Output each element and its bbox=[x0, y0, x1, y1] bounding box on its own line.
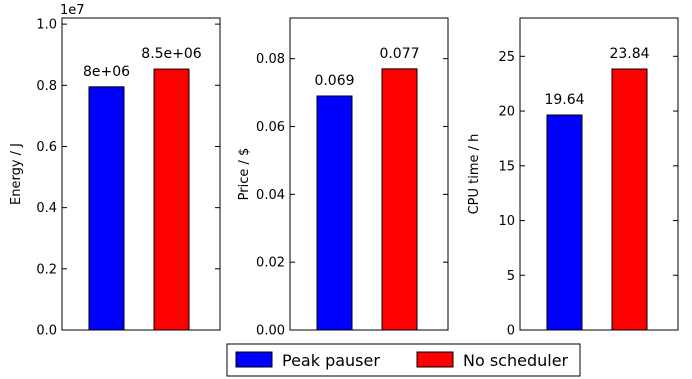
legend-label-peak-pauser: Peak pauser bbox=[282, 351, 380, 370]
bar-energy-no-scheduler bbox=[153, 68, 190, 331]
ytick-label-energy: 0.2 bbox=[36, 262, 57, 277]
bar-cpu-time-peak-pauser bbox=[546, 114, 583, 331]
y-axis-label-cpu-time: CPU time / h bbox=[467, 134, 482, 215]
y-axis-label-price: Price / $ bbox=[237, 148, 252, 201]
ytick-label-energy: 1.0 bbox=[36, 18, 57, 33]
bar-cpu-time-no-scheduler bbox=[611, 68, 648, 331]
plot-frame-cpu-time bbox=[519, 17, 679, 331]
plot-frame-price bbox=[289, 17, 449, 331]
ytick-label-energy: 0.0 bbox=[36, 324, 57, 339]
ytick-label-price: 0.08 bbox=[256, 52, 285, 67]
bar-energy-peak-pauser bbox=[88, 86, 125, 331]
ytick-label-energy: 0.4 bbox=[36, 201, 57, 216]
data-label-energy-peak-pauser: 8e+06 bbox=[83, 64, 130, 80]
ytick-label-energy: 0.8 bbox=[36, 79, 57, 94]
ytick-label-cpu-time: 5 bbox=[507, 269, 515, 284]
ytick-label-price: 0.04 bbox=[256, 188, 285, 203]
legend: Peak pauser No scheduler bbox=[226, 343, 581, 377]
data-label-price-peak-pauser: 0.069 bbox=[314, 73, 354, 89]
ytick-label-energy: 0.6 bbox=[36, 140, 57, 155]
legend-swatch-peak-pauser bbox=[235, 351, 273, 368]
charts-group: 8e+06 8.5e+06 0.0 0.2 0.4 0.6 0.8 1.0 Energy / J… bbox=[9, 3, 679, 339]
chart-price: 0.069 0.077 0.00 0.02 0.04 0.06 0.08 Price / $ bbox=[237, 17, 449, 339]
plot-frame-energy bbox=[61, 17, 221, 331]
ytick-label-cpu-time: 25 bbox=[498, 50, 515, 65]
bar-price-peak-pauser bbox=[316, 95, 353, 331]
chart-cpu-time: 19.64 23.84 0 5 10 15 20 25 CPU time / h bbox=[467, 17, 679, 339]
data-label-cpu-time-peak-pauser: 19.64 bbox=[544, 92, 584, 108]
ytick-label-cpu-time: 0 bbox=[507, 324, 515, 339]
data-label-price-no-scheduler: 0.077 bbox=[379, 46, 419, 62]
y-axis-label-energy: Energy / J bbox=[9, 143, 24, 205]
ytick-label-cpu-time: 10 bbox=[498, 214, 515, 229]
legend-swatch-no-scheduler bbox=[416, 351, 454, 368]
bar-price-no-scheduler bbox=[381, 68, 418, 331]
y-axis-multiplier-energy: 1e7 bbox=[60, 3, 85, 18]
ytick-label-price: 0.02 bbox=[256, 256, 285, 271]
data-label-cpu-time-no-scheduler: 23.84 bbox=[609, 46, 649, 62]
ytick-label-cpu-time: 20 bbox=[498, 105, 515, 120]
data-label-energy-no-scheduler: 8.5e+06 bbox=[141, 46, 202, 62]
ytick-label-price: 0.00 bbox=[256, 324, 285, 339]
ytick-label-price: 0.06 bbox=[256, 120, 285, 135]
legend-label-no-scheduler: No scheduler bbox=[463, 351, 569, 370]
ytick-label-cpu-time: 15 bbox=[498, 159, 515, 174]
chart-energy: 8e+06 8.5e+06 0.0 0.2 0.4 0.6 0.8 1.0 Energy / J… bbox=[9, 3, 221, 339]
legend-frame bbox=[226, 343, 581, 377]
